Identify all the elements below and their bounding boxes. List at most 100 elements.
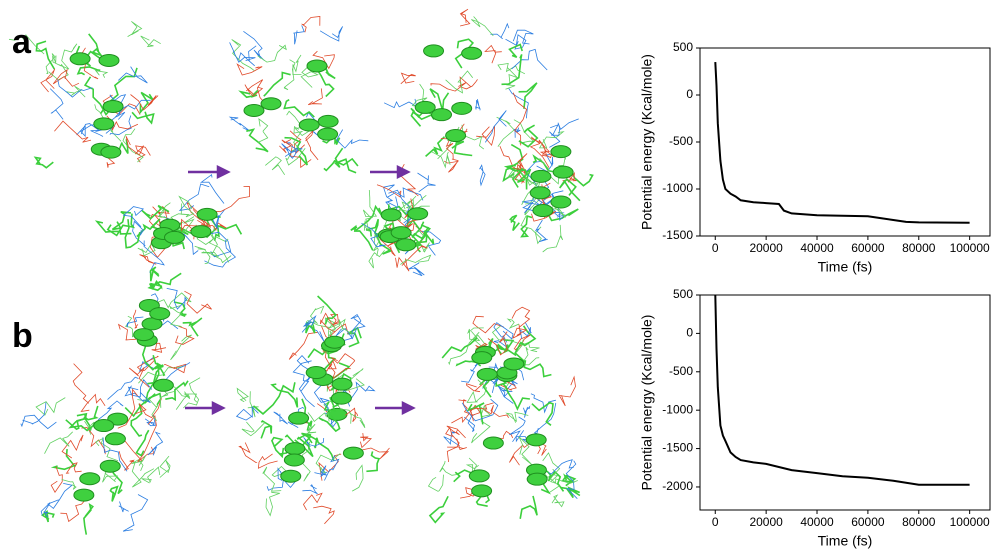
y-tick-label: -500 [669, 364, 693, 378]
protein-helix [280, 469, 302, 483]
protein-strand [265, 491, 280, 517]
protein-strand [301, 315, 317, 333]
protein-strand [109, 485, 119, 502]
protein-strand [169, 305, 183, 327]
protein-strand [502, 143, 524, 183]
protein-strand [83, 405, 99, 431]
protein-helix [306, 59, 328, 73]
protein-helix [102, 99, 124, 113]
protein-strand [52, 68, 80, 87]
protein-strand [97, 400, 124, 421]
protein-strand [322, 133, 341, 146]
protein-strand [383, 98, 418, 109]
protein-strand [441, 337, 478, 359]
protein-strand [118, 501, 129, 513]
protein-strand [81, 426, 106, 455]
protein-strand [559, 178, 581, 202]
protein-strand [300, 61, 319, 88]
protein-strand [49, 88, 64, 120]
protein-strand [305, 321, 316, 334]
protein-strand [469, 402, 494, 422]
protein-strand [35, 40, 55, 70]
protein-strand [126, 316, 144, 328]
arrow-head [211, 400, 226, 416]
protein-helix [317, 127, 339, 141]
protein-strand [508, 43, 523, 59]
protein-strand [496, 116, 515, 147]
protein-strand [484, 110, 507, 143]
protein-helix [100, 145, 122, 159]
protein-strand [118, 66, 148, 84]
protein-strand [521, 173, 539, 205]
protein-strand [238, 45, 257, 67]
protein-strand [410, 226, 430, 248]
protein-helix [390, 226, 412, 240]
protein-strand [139, 254, 157, 265]
protein-helix [104, 432, 126, 446]
protein-strand [184, 290, 212, 314]
protein-helix [331, 377, 353, 391]
protein-helix [79, 472, 101, 486]
protein-strand [107, 376, 139, 400]
protein-strand [448, 331, 480, 366]
x-tick-label: 60000 [851, 515, 885, 529]
protein-strand [159, 386, 175, 408]
protein-strand [487, 331, 508, 356]
protein-strand [518, 82, 538, 109]
protein-strand [130, 94, 159, 111]
x-tick-label: 0 [712, 515, 719, 529]
protein-strand [80, 393, 106, 413]
protein-strand [476, 125, 496, 147]
protein-strand [183, 377, 201, 409]
protein-strand [307, 411, 330, 422]
y-tick-label: 500 [673, 287, 693, 301]
protein-strand [512, 29, 534, 45]
protein-strand [352, 464, 364, 492]
protein-strand [386, 187, 424, 201]
protein-strand [425, 136, 446, 157]
protein-strand [122, 128, 144, 163]
panel-label: b [12, 317, 33, 355]
protein-strand [319, 26, 343, 42]
protein-strand [499, 145, 522, 171]
x-axis-label: Time (fs) [818, 259, 873, 275]
protein-strand [349, 412, 366, 429]
protein-helix [529, 186, 551, 200]
protein-strand [33, 156, 54, 169]
protein-strand [465, 457, 479, 476]
protein-helix [482, 436, 504, 450]
protein-strand [135, 145, 151, 163]
protein-strand [549, 124, 561, 148]
protein-strand [471, 420, 491, 444]
protein-strand [366, 451, 381, 473]
y-tick-label: -1500 [662, 441, 693, 455]
protein-strand [484, 44, 502, 64]
protein-strand [548, 459, 574, 475]
protein-helix [152, 378, 174, 392]
protein-strand [303, 437, 325, 448]
protein-helix [550, 195, 572, 209]
protein-strand [467, 327, 484, 342]
arrow-head [401, 400, 416, 416]
protein-strand [83, 76, 111, 116]
protein-helix [525, 433, 547, 447]
protein-strand [463, 413, 476, 432]
protein-strand [551, 494, 565, 508]
protein-helix [445, 129, 467, 143]
protein-strand [314, 465, 328, 478]
protein-helix [451, 101, 473, 115]
protein-strand [102, 437, 128, 472]
protein-strand [211, 224, 232, 264]
protein-strand [262, 466, 282, 492]
protein-strand [140, 204, 170, 220]
plot-frame [699, 294, 991, 511]
protein-strand [135, 429, 150, 457]
protein-strand [300, 16, 321, 33]
protein-strand [181, 218, 208, 232]
protein-strand [466, 379, 487, 403]
x-tick-label: 20000 [749, 241, 783, 255]
protein-strand [183, 391, 198, 403]
protein-strand [270, 436, 285, 459]
protein-helix [526, 472, 548, 486]
protein-strand [395, 256, 410, 272]
